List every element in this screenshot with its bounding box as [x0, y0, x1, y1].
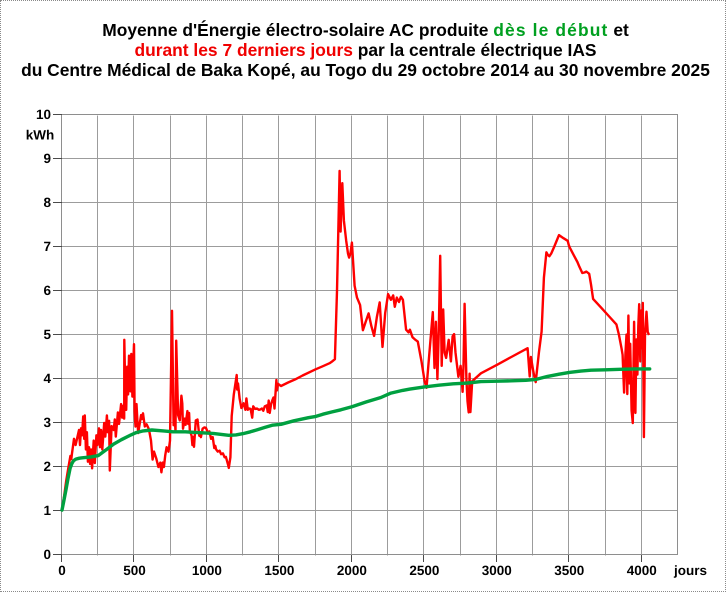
svg-text:0: 0	[58, 563, 66, 578]
svg-text:0: 0	[43, 547, 51, 562]
svg-text:2: 2	[43, 459, 51, 474]
svg-text:6: 6	[43, 283, 51, 298]
svg-text:9: 9	[43, 151, 51, 166]
svg-text:1: 1	[43, 503, 51, 518]
svg-text:8: 8	[43, 195, 51, 210]
svg-text:10: 10	[36, 107, 51, 122]
svg-text:3500: 3500	[554, 563, 584, 578]
svg-text:1000: 1000	[192, 563, 222, 578]
svg-text:5: 5	[43, 327, 51, 342]
svg-text:3000: 3000	[482, 563, 512, 578]
svg-text:4: 4	[43, 371, 51, 386]
svg-text:4000: 4000	[627, 563, 657, 578]
svg-text:3: 3	[43, 415, 51, 430]
svg-text:jours: jours	[673, 563, 707, 578]
svg-text:2500: 2500	[409, 563, 439, 578]
svg-text:2000: 2000	[337, 563, 367, 578]
svg-text:kWh: kWh	[26, 128, 55, 143]
svg-text:500: 500	[123, 563, 146, 578]
svg-text:1500: 1500	[264, 563, 294, 578]
svg-text:7: 7	[43, 239, 51, 254]
